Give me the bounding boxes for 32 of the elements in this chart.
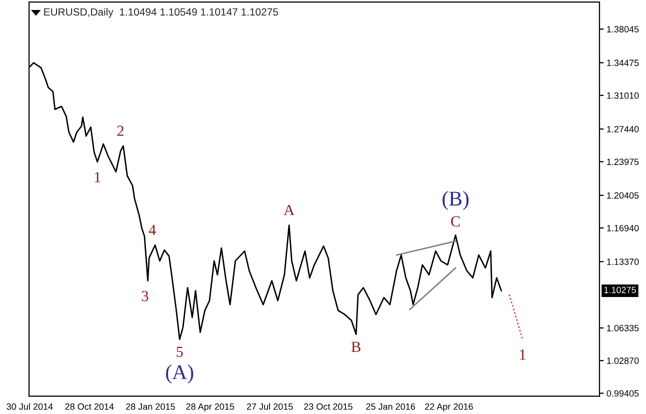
- x-tick-label: 22 Apr 2016: [425, 403, 473, 412]
- annotation: 2: [117, 126, 124, 136]
- y-tick-label: 1.27440: [607, 126, 639, 132]
- annotation: 3: [142, 290, 148, 302]
- annotation: 4: [148, 224, 156, 235]
- y-tick-label: 1.16940: [607, 224, 639, 232]
- annotation: B: [351, 342, 360, 352]
- y-tick-label: 1.20405: [607, 192, 639, 199]
- annotation: A: [284, 204, 294, 216]
- y-tick-label: 1.02870: [607, 358, 639, 364]
- annotation: 1: [94, 172, 100, 182]
- annotation: (B): [442, 191, 469, 210]
- y-tick-label: 1.38045: [607, 26, 639, 32]
- annotation: 1: [520, 350, 526, 360]
- y-tick-label: 0.99405: [606, 390, 639, 397]
- text: 1.10275: [604, 286, 636, 294]
- y-tick-label: 1.23975: [607, 158, 639, 166]
- x-tick-label: 23 Oct 2015: [304, 403, 352, 410]
- x-tick-label: 27 Jul 2015: [246, 403, 293, 410]
- annotation: C: [451, 216, 460, 227]
- x-tick-label: 28 Jan 2015: [126, 403, 175, 410]
- annotation: (A): [166, 364, 194, 384]
- x-tick-label: 28 Oct 2014: [65, 403, 114, 410]
- text: EURUSD,Daily 1.10494 1.10549 1.10147 1.10275: [44, 8, 278, 18]
- y-tick-label: 1.06335: [607, 324, 639, 332]
- x-tick-label: 28 Apr 2015: [186, 403, 234, 412]
- y-tick-label: 1.13370: [607, 258, 639, 265]
- y-tick-label: 1.34475: [607, 60, 639, 66]
- annotation: 5: [176, 346, 183, 357]
- x-tick-label: 25 Jan 2016: [366, 403, 416, 410]
- y-tick-label: 1.31010: [607, 92, 639, 99]
- x-tick-label: 30 Jul 2014: [6, 403, 53, 410]
